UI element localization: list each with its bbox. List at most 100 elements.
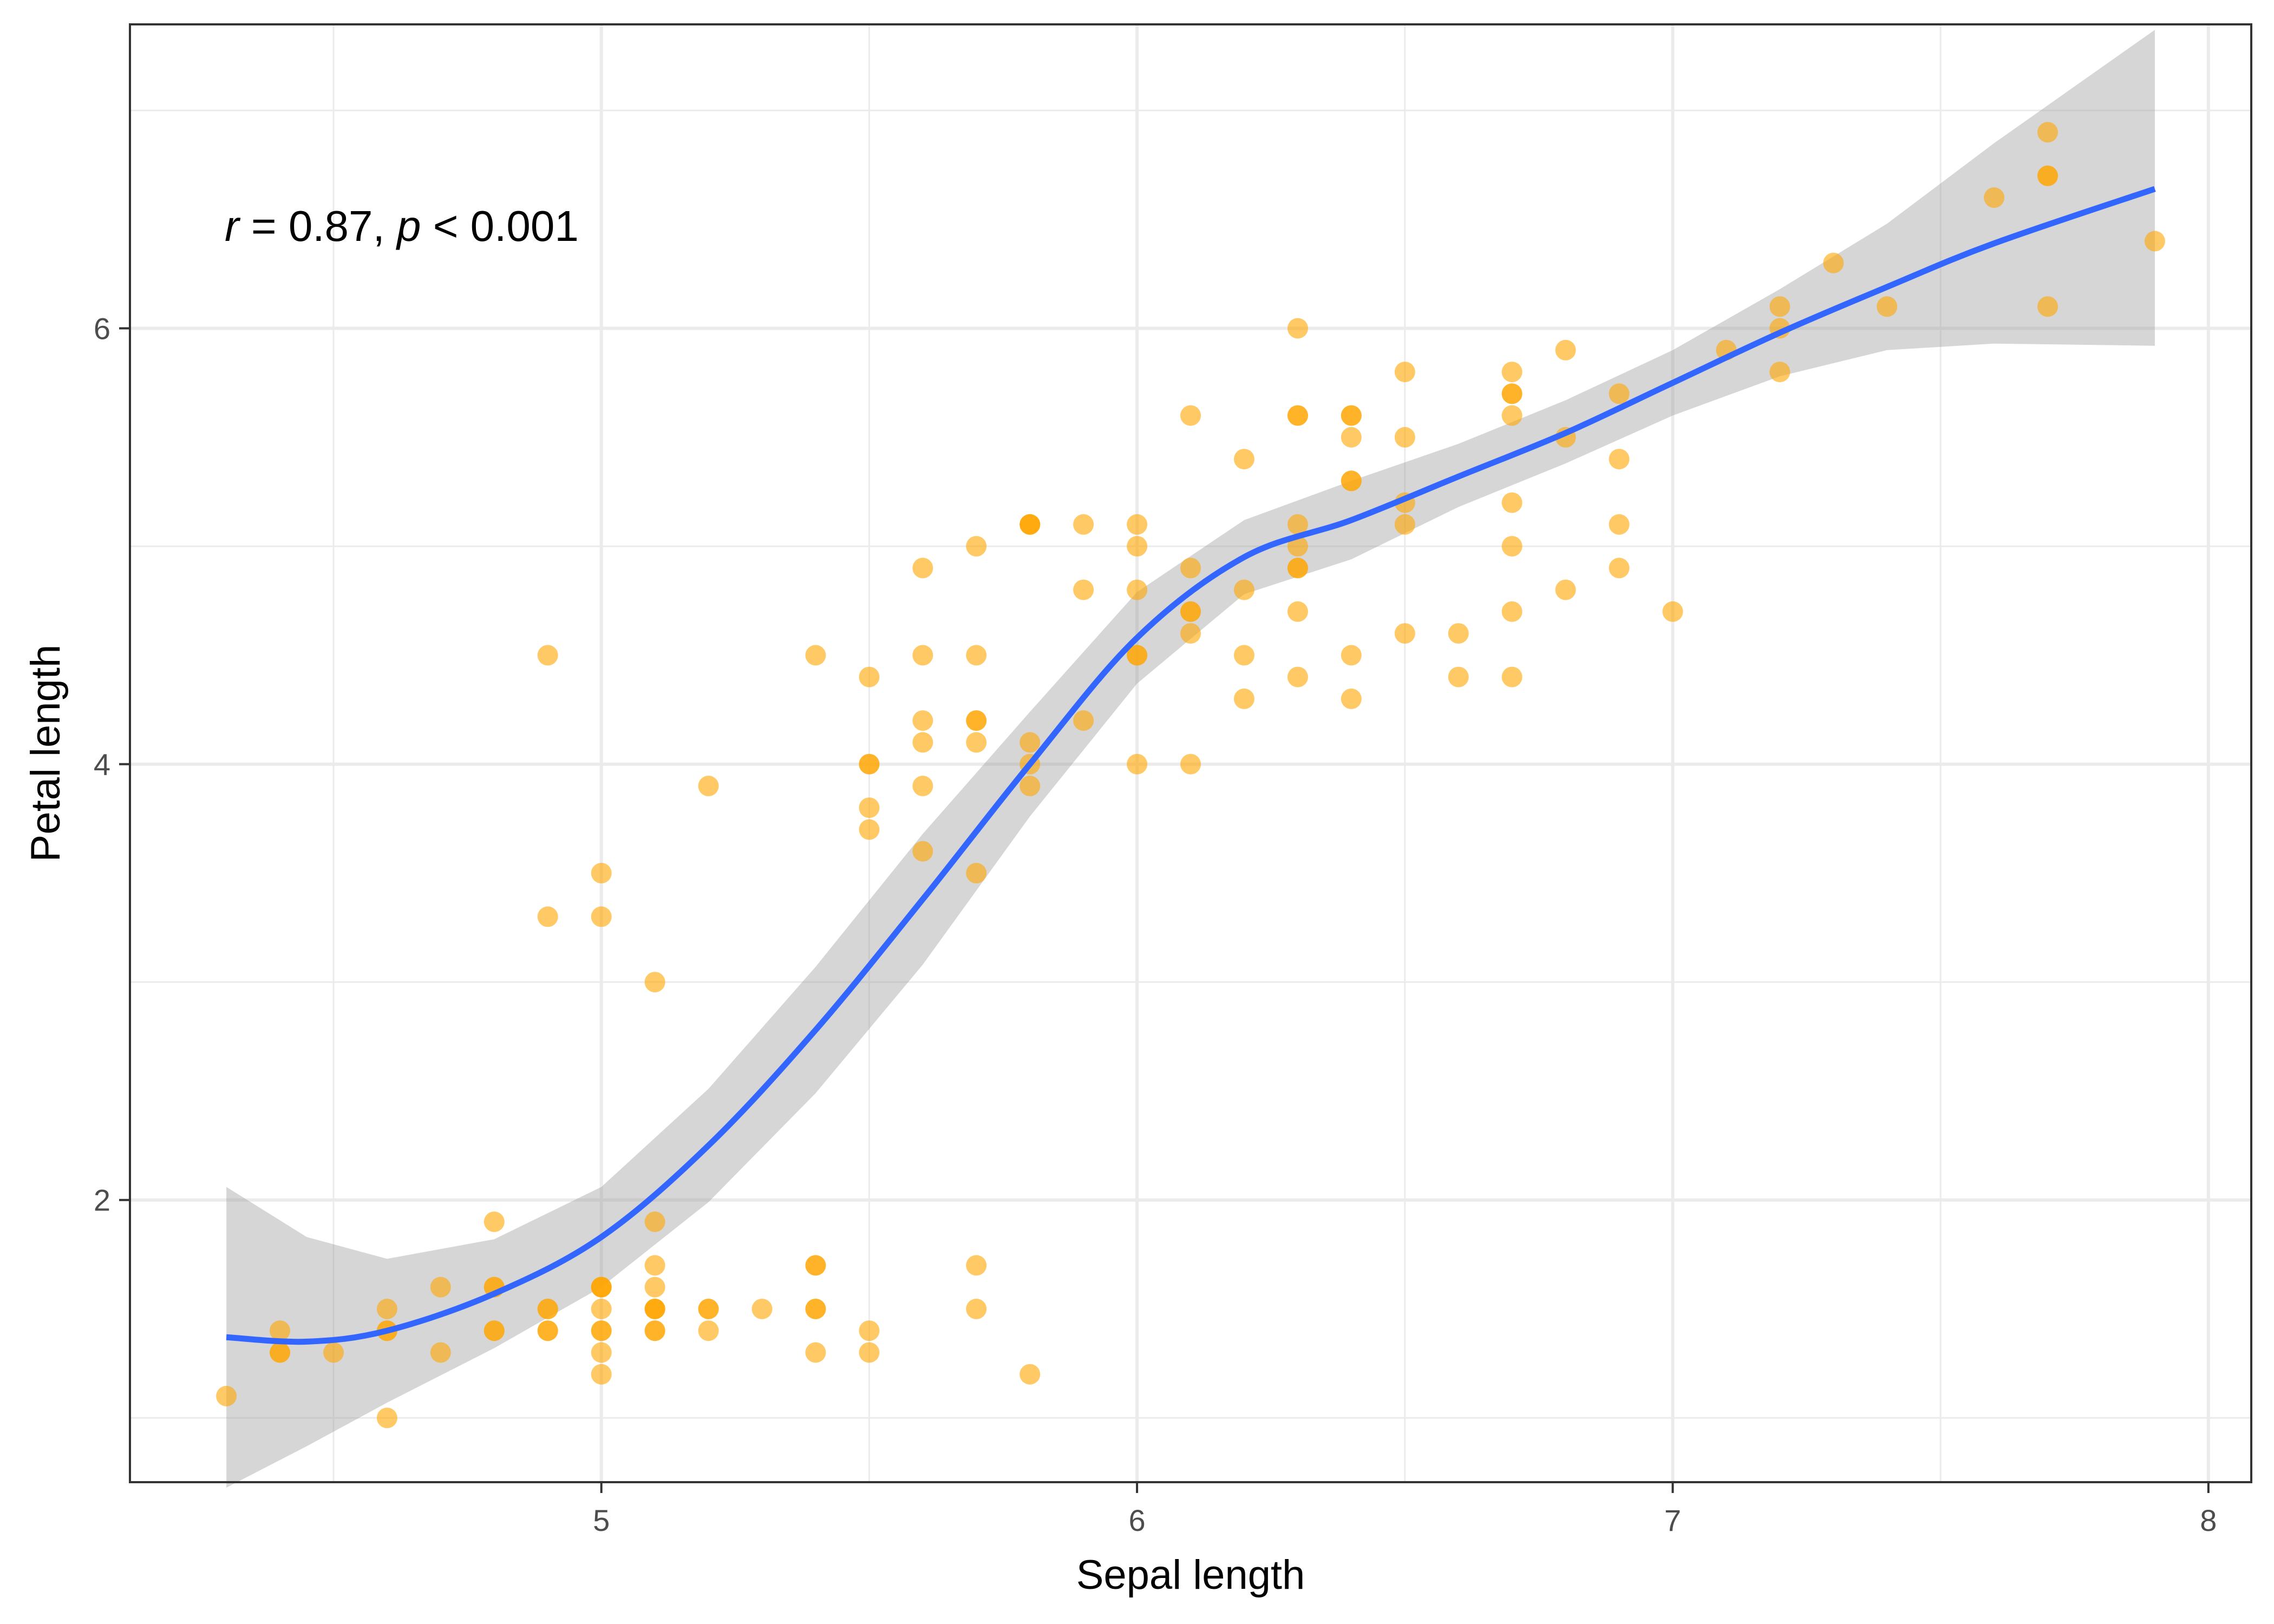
data-point: [1287, 601, 1308, 622]
data-point: [1180, 558, 1201, 579]
data-point: [2037, 165, 2058, 186]
data-points: [216, 122, 2165, 1429]
data-point: [1501, 536, 1522, 557]
data-point: [912, 841, 933, 862]
data-point: [644, 1276, 665, 1298]
data-point: [805, 1342, 826, 1363]
data-point: [591, 862, 612, 883]
data-point: [912, 558, 933, 579]
data-point: [376, 1407, 397, 1429]
data-point: [1769, 362, 1791, 383]
data-point: [1127, 579, 1148, 600]
data-point: [1020, 775, 1041, 796]
data-point: [1555, 579, 1576, 600]
data-point: [1073, 579, 1094, 600]
data-point: [966, 1255, 987, 1276]
data-point: [1823, 252, 1844, 273]
data-point: [1341, 470, 1362, 492]
data-point: [1180, 601, 1201, 622]
data-point: [1394, 362, 1415, 383]
data-point: [1020, 514, 1041, 535]
y-axis-title: Petal length: [23, 645, 69, 862]
data-point: [966, 710, 987, 731]
r-value-text: = 0.87,: [239, 202, 397, 250]
data-point: [698, 775, 719, 796]
data-point: [1394, 514, 1415, 535]
data-point: [912, 775, 933, 796]
data-point: [1609, 558, 1630, 579]
data-point: [537, 906, 558, 927]
data-point: [644, 1320, 665, 1341]
data-point: [912, 710, 933, 731]
data-point: [591, 1342, 612, 1363]
data-point: [1020, 1364, 1041, 1385]
data-point: [1501, 362, 1522, 383]
data-point: [1287, 405, 1308, 426]
data-point: [805, 1255, 826, 1276]
data-point: [2037, 296, 2058, 317]
data-point: [2037, 122, 2058, 143]
smooth-line: [226, 186, 2156, 1345]
data-point: [1127, 536, 1148, 557]
data-point: [805, 1299, 826, 1319]
data-point: [1180, 405, 1201, 426]
data-point: [537, 645, 558, 666]
data-point: [270, 1320, 290, 1341]
data-point: [698, 1299, 719, 1319]
data-point: [859, 754, 880, 775]
data-point: [1287, 558, 1308, 579]
data-point: [1394, 623, 1415, 644]
data-point: [1662, 601, 1683, 622]
data-point: [1073, 710, 1094, 731]
data-point: [1448, 666, 1469, 687]
data-point: [537, 1299, 558, 1319]
data-point: [966, 536, 987, 557]
data-point: [1233, 645, 1254, 666]
data-point: [698, 1320, 719, 1341]
data-point: [966, 862, 987, 883]
x-tick-label: 5: [593, 1503, 610, 1537]
data-point: [430, 1342, 451, 1363]
data-point: [1287, 514, 1308, 535]
data-point: [483, 1320, 505, 1341]
data-point: [1287, 536, 1308, 557]
data-point: [805, 645, 826, 666]
data-point: [1877, 296, 1898, 317]
data-point: [1233, 688, 1254, 709]
y-tick-label: 4: [94, 748, 110, 782]
data-point: [2144, 231, 2165, 252]
data-point: [1341, 427, 1362, 448]
data-point: [376, 1299, 397, 1319]
data-point: [537, 1320, 558, 1341]
data-point: [1394, 427, 1415, 448]
data-point: [644, 1299, 665, 1319]
data-point: [1180, 623, 1201, 644]
data-point: [859, 1320, 880, 1341]
x-tick-label: 8: [2200, 1503, 2217, 1537]
data-point: [1609, 383, 1630, 404]
x-axis-ticks: 5 6 7 8: [593, 1482, 2217, 1537]
data-point: [644, 972, 665, 993]
data-point: [591, 1320, 612, 1341]
data-point: [1341, 405, 1362, 426]
data-point: [1127, 645, 1148, 666]
data-point: [323, 1342, 344, 1363]
data-point: [1609, 514, 1630, 535]
data-point: [591, 1364, 612, 1385]
data-point: [644, 1255, 665, 1276]
data-point: [1341, 688, 1362, 709]
correlation-annotation: r = 0.87, p < 0.001: [225, 202, 579, 250]
y-tick-label: 6: [94, 312, 110, 346]
y-axis-ticks: 2 4 6: [94, 312, 130, 1217]
data-point: [859, 666, 880, 687]
r-symbol: r: [225, 202, 241, 250]
y-tick-label: 2: [94, 1183, 110, 1217]
data-point: [859, 797, 880, 818]
data-point: [966, 732, 987, 753]
data-point: [912, 732, 933, 753]
data-point: [1501, 666, 1522, 687]
data-point: [1448, 623, 1469, 644]
data-point: [430, 1276, 451, 1298]
data-point: [859, 1342, 880, 1363]
data-point: [1501, 601, 1522, 622]
